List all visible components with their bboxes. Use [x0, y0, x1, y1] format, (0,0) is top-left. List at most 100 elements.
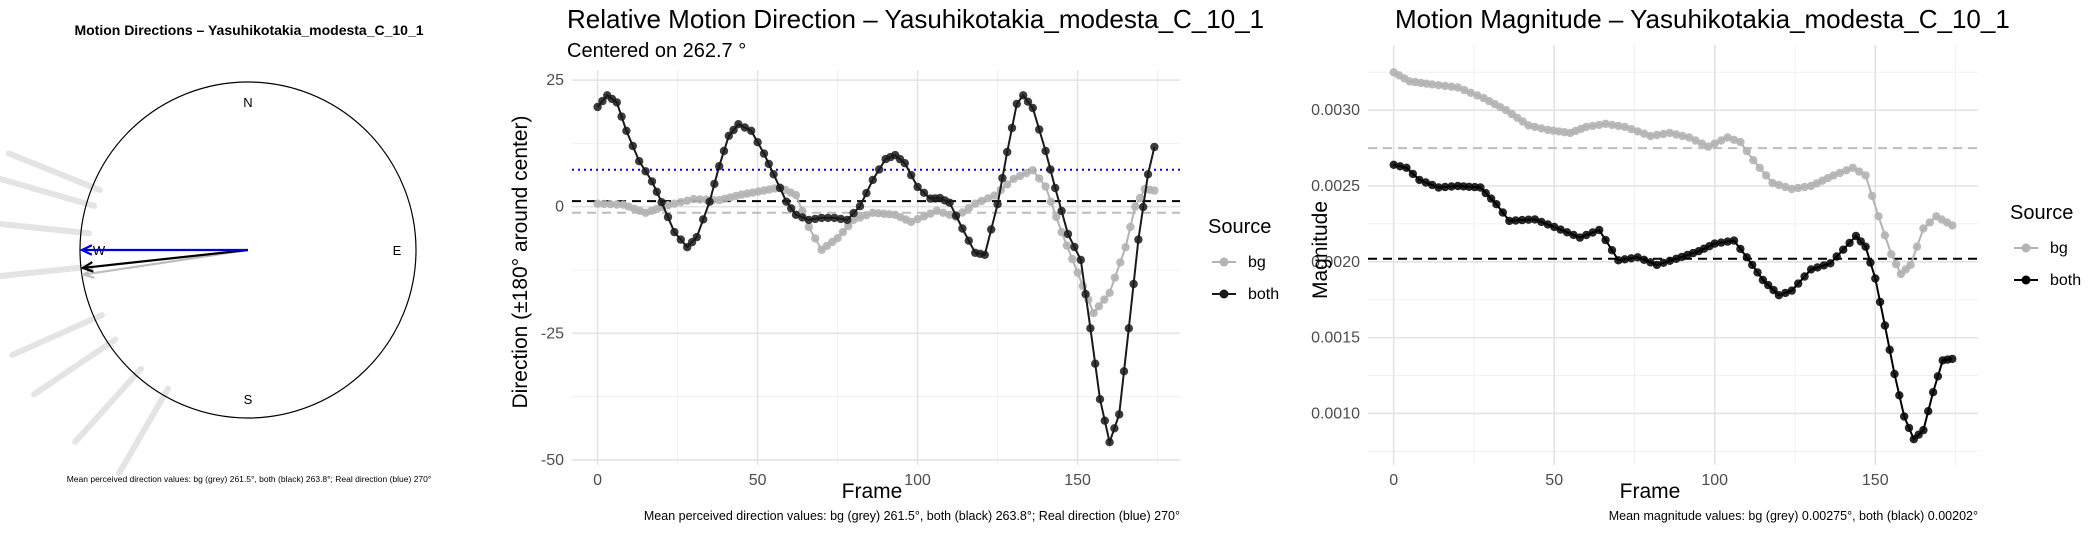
y-tick-label: 0.0030 — [1311, 102, 1360, 119]
x-tick-label: 50 — [1545, 472, 1563, 489]
series-point-bg — [1742, 146, 1752, 156]
series-point-bg — [1697, 139, 1707, 148]
series-point-bg — [1787, 184, 1797, 194]
series-point-both — [1428, 180, 1437, 190]
series-point-bg — [1829, 171, 1838, 180]
series-point-bg — [1131, 202, 1140, 211]
series-point-both — [1447, 182, 1456, 191]
series-point-both — [699, 215, 708, 224]
series-point-both — [958, 224, 967, 233]
series-point-both — [1900, 412, 1909, 421]
series-point-bg — [1948, 221, 1957, 230]
series-point-both — [1875, 297, 1885, 307]
series-point-both — [1806, 265, 1816, 274]
series-point-both — [843, 215, 852, 225]
series-point-bg — [1717, 136, 1726, 145]
series-point-both — [836, 214, 845, 224]
magnitude-y-label: Magnitude — [1309, 201, 1332, 299]
x-tick-label: 100 — [1701, 472, 1728, 489]
series-point-bg — [838, 227, 848, 237]
series-point-both — [635, 157, 644, 166]
series-point-bg — [1041, 182, 1050, 191]
series-point-bg — [1524, 121, 1533, 130]
series-point-bg — [833, 233, 842, 243]
series-point-bg — [1003, 180, 1012, 189]
series-point-bg — [593, 199, 602, 208]
series-point-both — [1736, 244, 1745, 254]
series-point-both — [987, 225, 996, 234]
series-point-bg — [804, 222, 813, 232]
series-point-bg — [913, 214, 922, 224]
series-point-both — [1845, 238, 1854, 248]
direction-grid — [572, 70, 1180, 465]
series-point-bg — [606, 200, 615, 209]
series-point-both — [1753, 268, 1762, 277]
series-point-both — [1885, 345, 1894, 354]
series-point-both — [1895, 391, 1904, 400]
series-point-both — [964, 236, 973, 245]
series-point-bg — [1022, 168, 1031, 178]
series-point-both — [1476, 183, 1485, 192]
series-point-both — [617, 112, 626, 121]
series-point-both — [1402, 163, 1411, 172]
series-point-both — [1924, 407, 1933, 416]
x-tick-label: 150 — [1862, 472, 1889, 489]
series-point-bg — [1761, 171, 1771, 180]
series-point-both — [945, 198, 954, 207]
series-point-bg — [1073, 268, 1082, 277]
series-point-both — [715, 162, 724, 171]
series-point-both — [1076, 255, 1086, 265]
y-tick-label: 0.0020 — [1311, 254, 1360, 271]
series-point-both — [740, 123, 749, 132]
series-point-both — [647, 177, 657, 186]
series-point-both — [1440, 182, 1450, 192]
series-point-bg — [1646, 131, 1655, 141]
series-point-both — [1904, 423, 1914, 433]
series-point-both — [823, 213, 833, 223]
series-both — [1389, 160, 1957, 444]
compass-title: Motion Directions – Yasuhikotakia_modest… — [74, 22, 423, 38]
series-point-bg — [1035, 174, 1044, 183]
series-point-both — [612, 98, 621, 107]
series-point-bg — [1068, 254, 1077, 264]
series-point-both — [1851, 231, 1861, 241]
series-point-both — [1588, 228, 1597, 237]
series-point-bg — [670, 199, 679, 208]
compass-faint-ray — [31, 336, 119, 398]
y-tick-label: -25 — [541, 325, 564, 342]
series-point-both — [1041, 146, 1050, 156]
series-point-both — [1105, 438, 1114, 447]
series-point-bg — [1089, 308, 1098, 318]
series-point-bg — [695, 195, 705, 204]
series-point-both — [811, 214, 820, 224]
series-point-both — [1764, 280, 1773, 290]
compass-faint-ray — [0, 263, 92, 280]
series-point-bg — [1460, 85, 1469, 95]
series-point-bg — [926, 209, 935, 218]
series-point-both — [759, 149, 769, 158]
series-point-both — [1421, 178, 1431, 187]
series-point-bg — [1620, 122, 1630, 132]
series-point-both — [1569, 230, 1578, 240]
direction-caption: Mean perceived direction values: bg (gre… — [644, 509, 1180, 523]
series-bg — [593, 166, 1159, 318]
series-point-both — [676, 235, 685, 244]
series-point-both — [1839, 245, 1848, 254]
series-point-both — [775, 183, 785, 193]
series-point-both — [1861, 242, 1870, 251]
direction-panel: Relative Motion Direction – Yasuhikotaki… — [509, 4, 1279, 523]
series-point-both — [817, 213, 826, 223]
series-point-both — [1143, 170, 1153, 179]
series-point-bg — [919, 212, 929, 221]
series-point-both — [787, 204, 796, 213]
series-point-bg — [1684, 133, 1694, 142]
series-point-both — [628, 141, 637, 151]
compass-arrow-both — [80, 248, 249, 273]
series-point-both — [1012, 99, 1021, 109]
series-point-bg — [1672, 130, 1681, 139]
series-point-bg — [1652, 130, 1662, 140]
series-point-both — [1665, 256, 1675, 265]
series-point-bg — [1723, 133, 1732, 142]
